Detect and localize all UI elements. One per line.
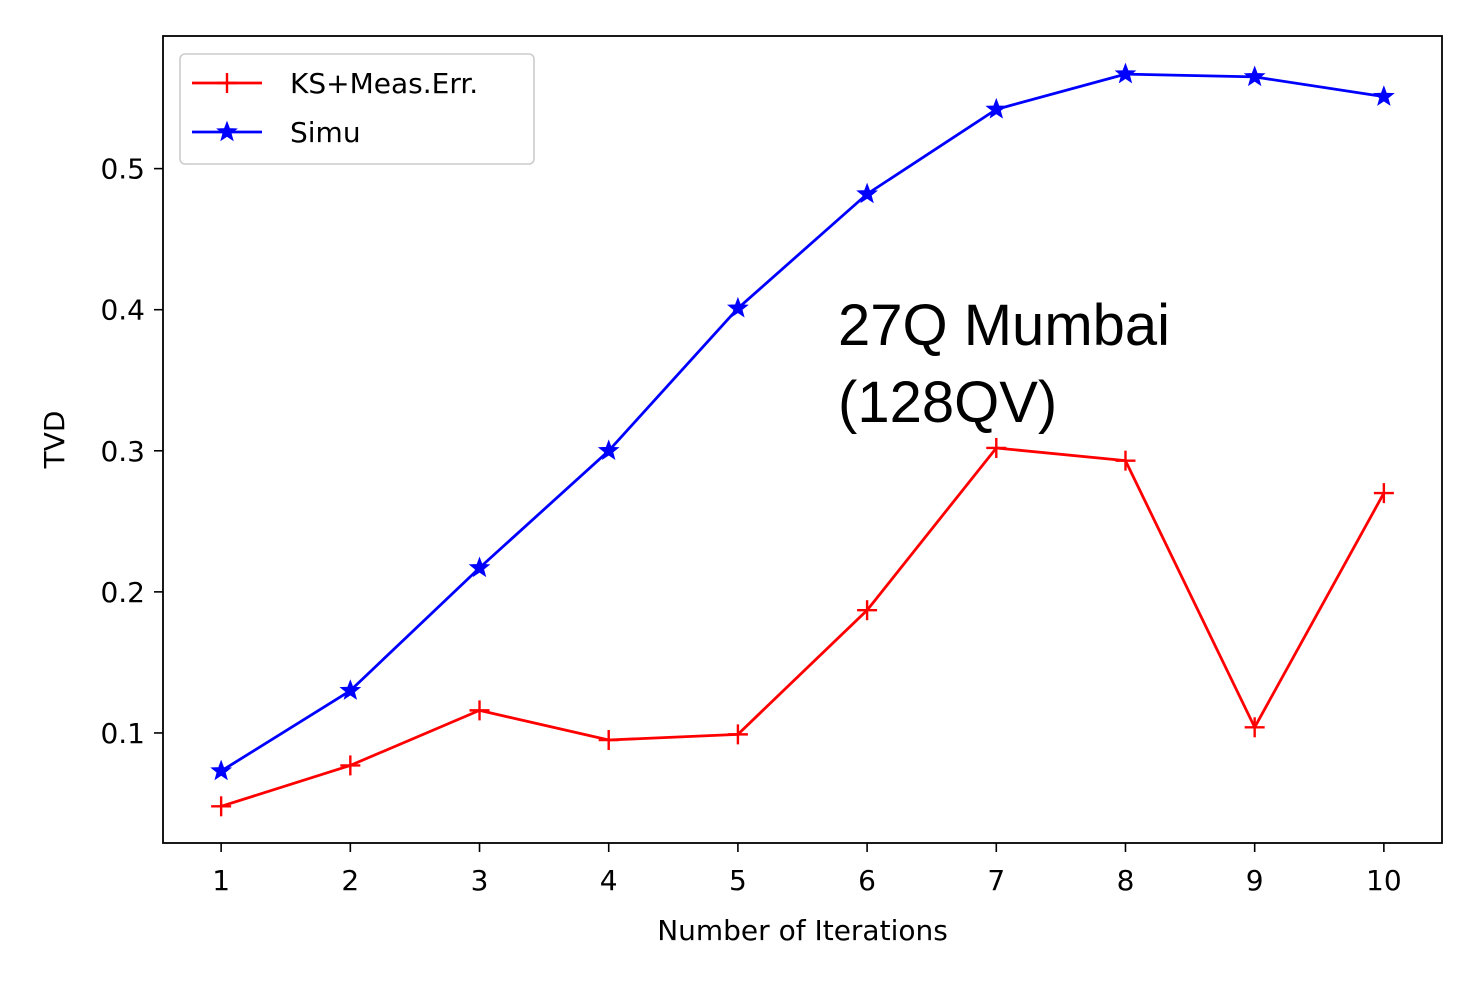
data-point <box>469 700 490 721</box>
plot-frame <box>162 35 1443 844</box>
data-point <box>1372 85 1395 106</box>
x-tick-label: 6 <box>858 864 876 897</box>
annotation-line: 27Q Mumbai <box>838 293 1170 358</box>
series-0 <box>211 437 1394 817</box>
series-line <box>220 72 1385 773</box>
x-tick-label: 5 <box>729 864 747 897</box>
data-point <box>597 439 620 461</box>
data-point <box>598 730 619 751</box>
y-tick-label: 0.2 <box>100 576 145 609</box>
chart-annotation: 27Q Mumbai (128QV) <box>838 293 1170 435</box>
data-point <box>468 556 491 578</box>
data-point <box>340 755 361 776</box>
series-line <box>220 446 1386 808</box>
series-layer <box>210 62 1395 817</box>
legend-item: KS+Meas.Err. <box>192 67 478 100</box>
x-axis-title: Number of Iterations <box>657 914 948 947</box>
data-point <box>856 182 878 204</box>
y-tick-label: 0.1 <box>100 717 145 750</box>
axes: 1 2 3 4 5 6 7 8 9 10 0.1 0.2 0.3 0.4 0.5 <box>100 35 1443 897</box>
data-point <box>727 296 749 318</box>
x-tick-label: 7 <box>987 864 1005 897</box>
data-point <box>1114 62 1137 84</box>
y-axis-title: TVD <box>38 411 71 470</box>
data-point <box>339 679 362 700</box>
legend: KS+Meas.Err. Simu <box>179 53 535 165</box>
x-tick-label: 3 <box>471 864 489 897</box>
x-tick-label: 4 <box>600 864 618 897</box>
y-tick-label: 0.3 <box>100 435 145 468</box>
y-tick-label: 0.5 <box>100 153 145 186</box>
x-tick-label: 2 <box>341 864 359 897</box>
data-point <box>985 97 1008 119</box>
data-point <box>1373 483 1394 504</box>
data-point <box>211 796 232 817</box>
data-point <box>1243 65 1266 87</box>
x-tick-label: 1 <box>212 864 230 897</box>
data-point <box>210 759 233 781</box>
data-point <box>1244 717 1265 738</box>
x-tick-label: 9 <box>1246 864 1264 897</box>
legend-item: Simu <box>192 116 361 149</box>
data-point <box>857 600 878 621</box>
data-point <box>1115 450 1136 471</box>
data-point <box>727 724 748 745</box>
x-tick-label: 8 <box>1117 864 1135 897</box>
annotation-line: (128QV) <box>838 370 1057 435</box>
legend-box <box>179 53 535 165</box>
data-point <box>986 437 1007 458</box>
legend-marker <box>216 120 238 142</box>
legend-label: KS+Meas.Err. <box>290 67 478 100</box>
x-tick-label: 10 <box>1366 864 1402 897</box>
y-tick-label: 0.4 <box>100 294 145 327</box>
legend-marker <box>217 73 237 93</box>
series-1 <box>210 62 1395 781</box>
legend-label: Simu <box>290 116 361 149</box>
